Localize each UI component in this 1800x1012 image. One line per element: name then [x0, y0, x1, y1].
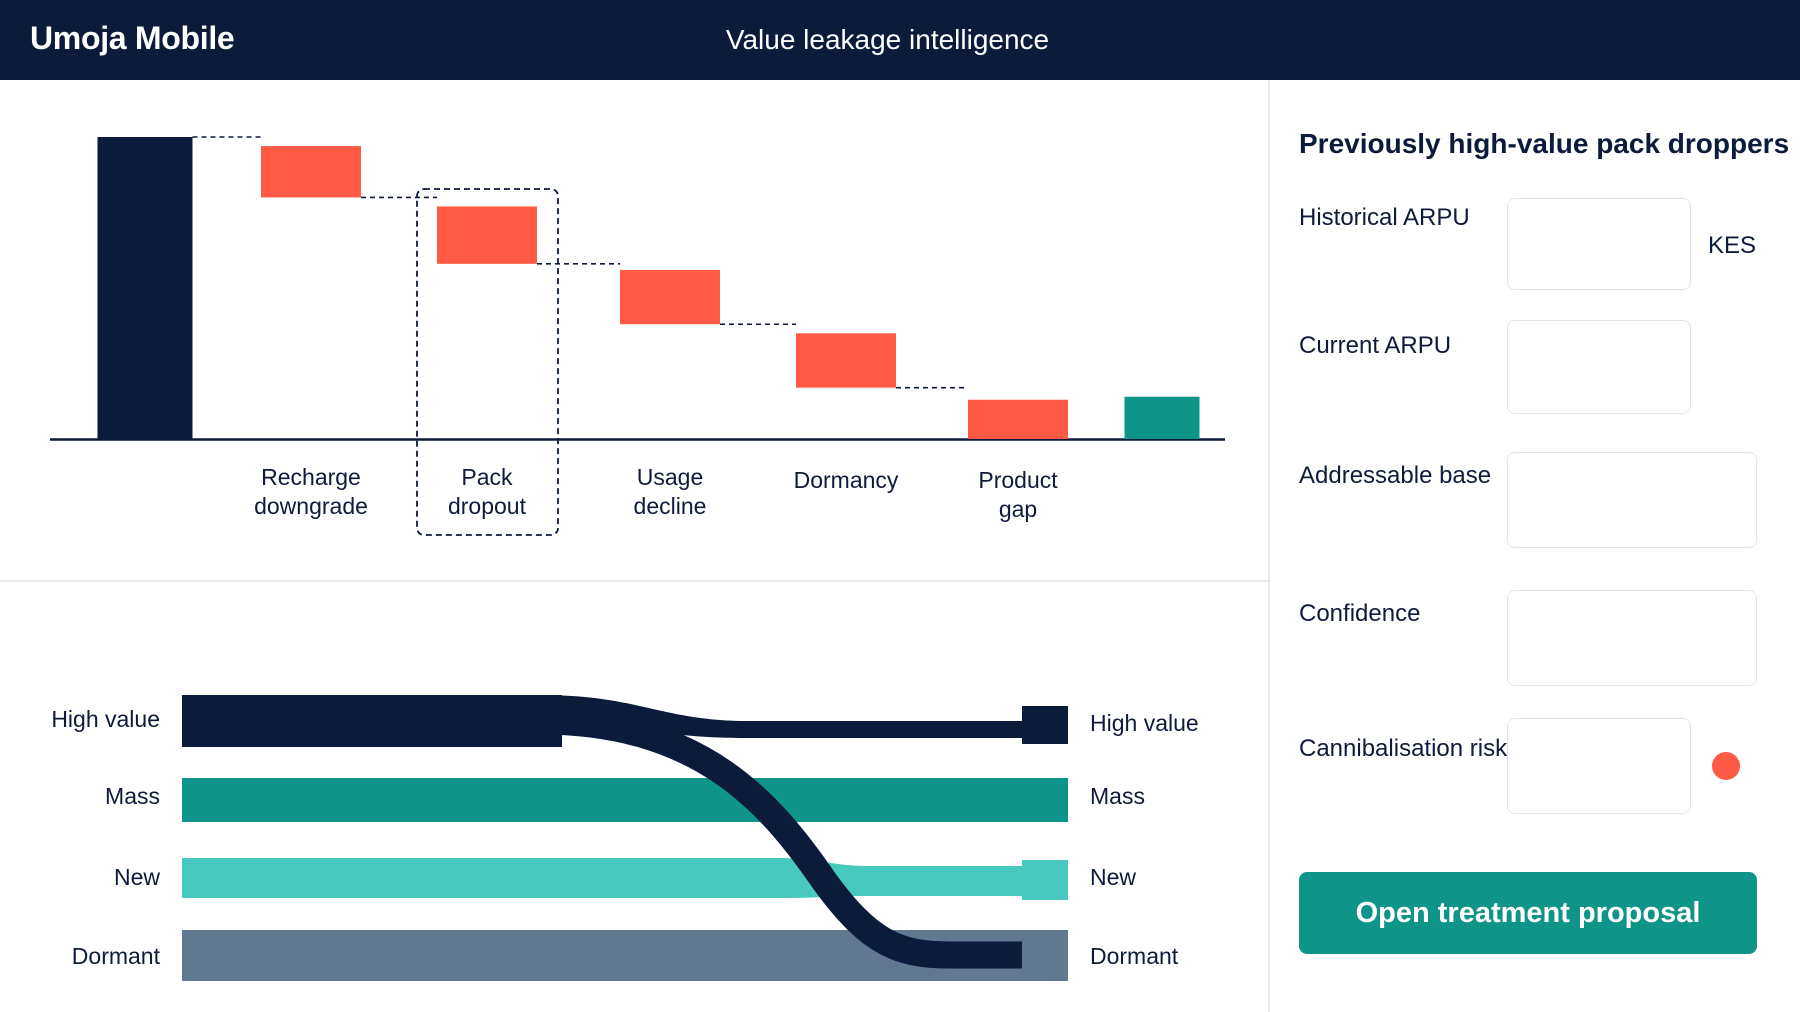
brand-name: Umoja Mobile	[30, 20, 235, 56]
cannibalisation-risk-label: Cannibalisation risk	[1299, 735, 1508, 762]
detail-panel: Previously high-value pack droppers Hist…	[1270, 80, 1800, 1012]
panel-divider	[1268, 80, 1270, 1012]
category-label-2-line-2: downgrade	[254, 493, 368, 519]
waterfall-bar-6	[968, 399, 1068, 439]
waterfall-bar-7	[1124, 396, 1200, 439]
flow-right-label-4: Dormant	[1090, 943, 1179, 969]
analysis-area: Recharge downgrade Pack dropout Usage decline…	[0, 80, 1268, 1012]
flow-right-label-3: New	[1090, 864, 1136, 890]
flow-left-label-4: Dormant	[72, 943, 161, 969]
flow-left-label-1: High value	[51, 706, 160, 732]
flow-node-high-value-left	[182, 695, 562, 747]
top-bar: Umoja Mobile Value leakage intelligence	[0, 0, 1800, 80]
flow-band-new	[182, 858, 1068, 900]
waterfall-bar-3	[437, 206, 537, 264]
flow-node-dormant-right	[1022, 942, 1068, 981]
flow-node-high-value-right	[1022, 706, 1068, 744]
category-label-4-line-1: Usage	[637, 464, 703, 490]
risk-indicator-dot	[1712, 752, 1740, 780]
category-label-4-line-2: decline	[634, 493, 707, 519]
flow-band-mass	[182, 778, 1068, 822]
flow-right-label-1: High value	[1090, 710, 1199, 736]
waterfall-chart: Recharge downgrade Pack dropout Usage decline…	[50, 136, 1225, 536]
addressable-base-label: Addressable base	[1299, 462, 1492, 489]
waterfall-bar-5	[796, 333, 896, 388]
confidence-input[interactable]	[1507, 590, 1757, 686]
highlight-box-pack-dropout[interactable]	[416, 188, 559, 536]
historical-arpu-label: Historical ARPU	[1299, 204, 1470, 231]
waterfall-bar-4	[620, 269, 720, 325]
category-label-6-line-1: Product	[978, 467, 1058, 493]
waterfall-bar-2	[261, 146, 361, 198]
category-label-2-line-1: Recharge	[261, 464, 361, 490]
historical-arpu-input[interactable]	[1507, 198, 1691, 290]
current-arpu-label: Current ARPU	[1299, 332, 1452, 359]
waterfall-bar-1	[97, 137, 193, 439]
flow-left-label-2: Mass	[105, 783, 160, 809]
addressable-base-input[interactable]	[1507, 452, 1757, 548]
segment-flow-chart: High value Mass New Dormant High value Mass Ne…	[51, 695, 1199, 981]
open-treatment-proposal-button[interactable]: Open treatment proposal	[1299, 872, 1757, 954]
flow-high-value-to-dormant	[539, 707, 1022, 969]
category-label-6-line-2: gap	[999, 496, 1037, 522]
flow-right-label-2: Mass	[1090, 783, 1145, 809]
confidence-label: Confidence	[1299, 600, 1421, 627]
page-title: Value leakage intelligence	[725, 24, 1050, 55]
flow-left-label-3: New	[114, 864, 160, 890]
historical-arpu-unit: KES	[1708, 232, 1757, 259]
category-label-5-line-1: Dormancy	[794, 467, 899, 493]
cannibalisation-risk-input[interactable]	[1507, 718, 1691, 814]
panel-title: Previously high-value pack droppers	[1299, 128, 1790, 159]
category-label-3-line-2: dropout	[448, 493, 527, 519]
category-label-3-line-1: Pack	[461, 464, 513, 490]
section-divider	[0, 580, 1268, 582]
current-arpu-input[interactable]	[1507, 320, 1691, 414]
